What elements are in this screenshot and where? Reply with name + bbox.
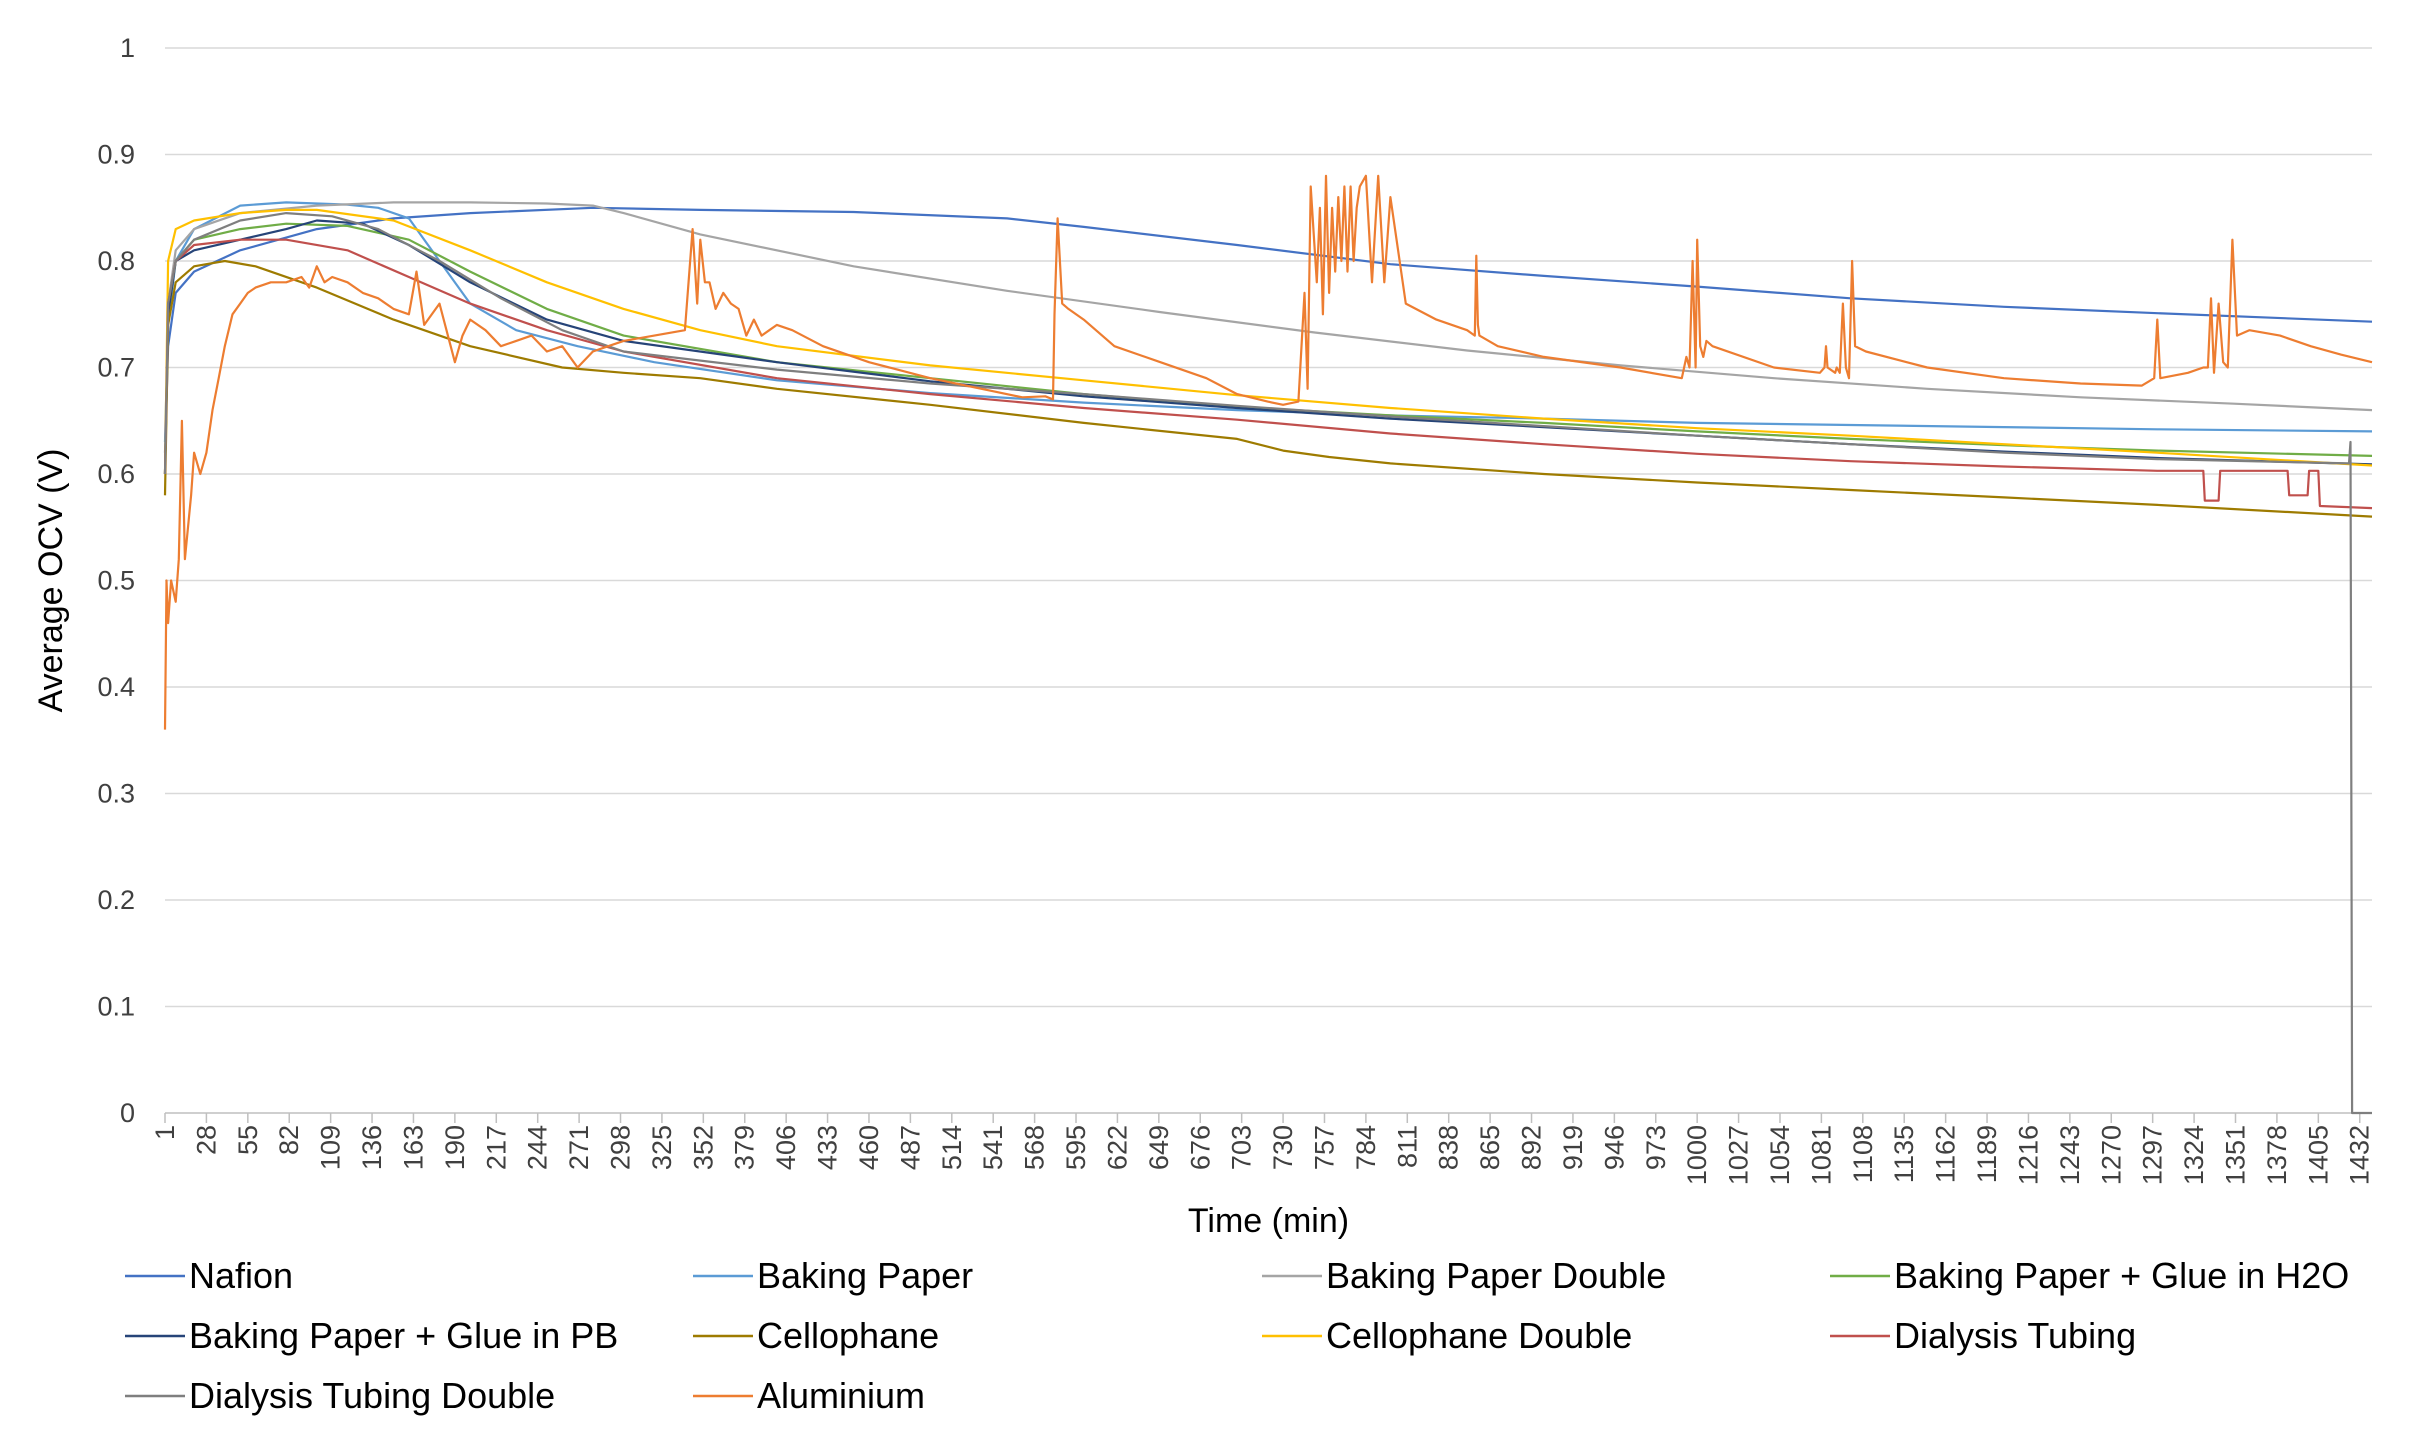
x-tick-label: 838 — [1434, 1125, 1464, 1170]
x-tick-label: 28 — [191, 1125, 221, 1155]
x-tick-label: 1378 — [2262, 1125, 2292, 1185]
x-tick-label: 1216 — [2013, 1125, 2043, 1185]
x-tick-label: 892 — [1517, 1125, 1547, 1170]
x-tick-label: 919 — [1558, 1125, 1588, 1170]
y-tick-label: 1 — [120, 33, 135, 63]
x-tick-label: 865 — [1475, 1125, 1505, 1170]
legend-label: Cellophane — [757, 1315, 939, 1356]
x-tick-label: 1432 — [2345, 1125, 2375, 1185]
legend-label: Baking Paper Double — [1326, 1255, 1666, 1296]
series-line-dialysis-tubing-double — [163, 212, 2372, 1115]
x-tick-label: 1081 — [1806, 1125, 1836, 1185]
legend-label: Baking Paper + Glue in H2O — [1894, 1255, 2349, 1296]
x-tick-label: 1270 — [2096, 1125, 2126, 1185]
legend-label: Baking Paper + Glue in PB — [189, 1315, 618, 1356]
x-tick-label: 1351 — [2221, 1125, 2251, 1185]
gridlines — [165, 47, 2372, 1008]
x-tick-label: 1405 — [2303, 1125, 2333, 1185]
x-tick-label: 514 — [937, 1125, 967, 1170]
y-tick-label: 0.3 — [97, 779, 135, 809]
x-tick-label: 487 — [895, 1125, 925, 1170]
x-tick-label: 1189 — [1972, 1125, 2002, 1183]
axes — [164, 1112, 2372, 1123]
x-tick-label: 811 — [1392, 1125, 1422, 1168]
legend-label: Dialysis Tubing — [1894, 1315, 2136, 1356]
x-tick-label: 136 — [357, 1125, 387, 1170]
x-tick-label: 676 — [1185, 1125, 1215, 1170]
x-tick-label: 406 — [771, 1125, 801, 1170]
x-tick-label: 1243 — [2055, 1125, 2085, 1185]
y-tick-label: 0.2 — [97, 885, 135, 915]
x-tick-label: 703 — [1227, 1125, 1257, 1170]
legend-label: Nafion — [189, 1255, 293, 1296]
x-tick-label: 541 — [978, 1125, 1008, 1170]
y-tick-label: 0.8 — [97, 246, 135, 276]
x-tick-label: 1324 — [2179, 1125, 2209, 1185]
x-tick-label: 595 — [1061, 1125, 1091, 1170]
x-tick-label: 1135 — [1889, 1125, 1919, 1183]
x-tick-label: 244 — [523, 1125, 553, 1170]
legend-label: Aluminium — [757, 1375, 925, 1416]
y-tick-labels: 0 0.1 0.2 0.3 0.4 0.5 0.6 0.7 0.8 0.9 1 — [97, 33, 135, 1128]
x-tick-label: 973 — [1641, 1125, 1671, 1170]
series-line-baking-paper — [163, 201, 2373, 443]
y-tick-label: 0.5 — [97, 566, 135, 596]
y-tick-label: 0.7 — [97, 353, 135, 383]
x-tick-label: 1297 — [2138, 1125, 2168, 1185]
y-tick-label: 0 — [120, 1098, 135, 1128]
x-tick-label: 433 — [813, 1125, 843, 1170]
x-tick-label: 1108 — [1848, 1125, 1878, 1183]
legend: Nafion Baking Paper Baking Paper Double Bak… — [125, 1255, 2349, 1416]
x-tick-label: 649 — [1144, 1125, 1174, 1170]
y-tick-label: 0.9 — [97, 140, 135, 170]
x-tick-label: 298 — [606, 1125, 636, 1170]
x-tick-label: 1000 — [1682, 1125, 1712, 1185]
x-tick-label: 1 — [150, 1125, 180, 1140]
series-line-cellophane — [163, 259, 2373, 518]
y-tick-label: 0.6 — [97, 459, 135, 489]
y-axis-title: Average OCV (V) — [32, 449, 70, 713]
x-tick-label: 217 — [481, 1125, 511, 1170]
x-tick-label: 271 — [564, 1125, 594, 1170]
series-line-dialysis-tubing — [163, 238, 2373, 510]
x-tick-label: 352 — [688, 1125, 718, 1170]
x-tick-label: 1027 — [1724, 1125, 1754, 1185]
series-line-baking-paper-double — [163, 201, 2373, 475]
x-tick-label: 568 — [1020, 1125, 1050, 1170]
x-tick-label: 1054 — [1765, 1125, 1795, 1185]
legend-label: Dialysis Tubing Double — [189, 1375, 555, 1416]
x-axis-title: Time (min) — [1188, 1202, 1349, 1240]
x-tick-labels: 1 28 55 82 109 136 163 190 217 244 271 298 325 352 379… — [150, 1125, 2375, 1185]
legend-label: Baking Paper — [757, 1255, 973, 1296]
legend-label: Cellophane Double — [1326, 1315, 1632, 1356]
x-tick-label: 109 — [316, 1125, 346, 1170]
y-tick-label: 0.1 — [97, 992, 135, 1022]
x-tick-label: 757 — [1309, 1125, 1339, 1170]
x-tick-label: 460 — [854, 1125, 884, 1170]
x-tick-label: 622 — [1102, 1125, 1132, 1170]
x-tick-label: 1162 — [1931, 1125, 1961, 1183]
x-tick-label: 946 — [1599, 1125, 1629, 1170]
series-line-aluminium — [163, 174, 2373, 730]
x-tick-label: 82 — [274, 1125, 304, 1155]
x-tick-label: 190 — [440, 1125, 470, 1170]
series-line-cellophane-double — [163, 208, 2373, 475]
series-line-baking-paper-glue-in-h2o — [163, 222, 2373, 475]
x-tick-label: 163 — [398, 1125, 428, 1170]
y-tick-label: 0.4 — [97, 672, 135, 702]
x-tick-label: 55 — [233, 1125, 263, 1155]
x-tick-label: 730 — [1268, 1125, 1298, 1170]
x-tick-label: 325 — [647, 1125, 677, 1170]
series-lines — [163, 174, 2373, 1115]
x-tick-label: 379 — [730, 1125, 760, 1170]
x-tick-label: 784 — [1351, 1125, 1381, 1170]
